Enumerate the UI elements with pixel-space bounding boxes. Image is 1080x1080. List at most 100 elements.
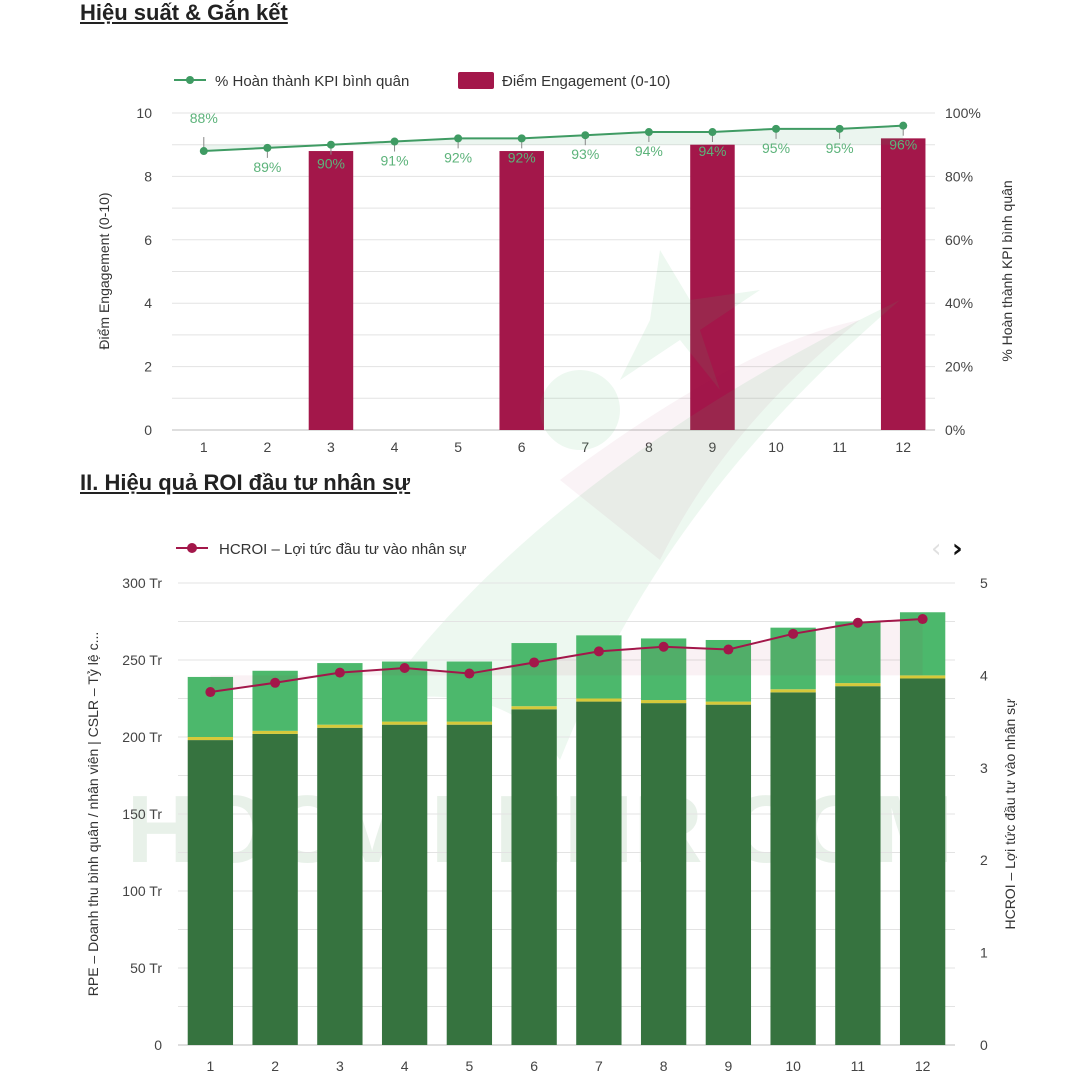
right-axis-tick-label: 20%	[945, 359, 973, 375]
left-axis-tick-label: 200 Tr	[122, 729, 162, 745]
x-axis-tick-label: 11	[851, 1058, 866, 1074]
right-axis-tick-label: 4	[980, 667, 988, 683]
kpi-data-label: 92%	[444, 149, 472, 165]
kpi-data-label: 93%	[571, 146, 599, 162]
stacked-bar-segment-2	[317, 724, 363, 728]
kpi-point	[708, 128, 717, 137]
stacked-bar-segment-2	[252, 730, 298, 734]
x-axis-tick-label: 6	[530, 1058, 538, 1074]
kpi-data-label: 95%	[762, 140, 790, 156]
right-axis-tick-label: 100%	[945, 105, 981, 121]
x-axis-tick-label: 2	[263, 439, 271, 455]
legend-label-hcroi: HCROI – Lợi tức đầu tư vào nhân sự	[219, 541, 467, 558]
x-axis-tick-label: 12	[895, 439, 911, 455]
hcroi-point	[723, 644, 734, 655]
legend-next-page-icon[interactable]: ›	[952, 534, 963, 564]
left-axis-tick-label: 250 Tr	[122, 652, 162, 668]
left-axis-tick-label: 2	[144, 359, 152, 375]
right-axis-title: HCROI – Lợi tức đầu tư vào nhân sự	[1002, 698, 1018, 929]
x-axis-tick-label: 8	[660, 1058, 668, 1074]
stacked-bar-segment-3	[187, 676, 234, 737]
kpi-point	[581, 131, 590, 140]
kpi-data-label: 89%	[253, 159, 281, 175]
stacked-bar-segment-2	[511, 706, 557, 710]
stacked-bar-segment-1	[705, 704, 752, 1045]
kpi-point	[899, 121, 908, 130]
stacked-bar-segment-1	[770, 692, 816, 1045]
right-axis-tick-label: 0%	[945, 422, 965, 438]
right-axis-title: % Hoàn thành KPI bình quân	[999, 180, 1015, 361]
kpi-data-label: 92%	[508, 149, 536, 165]
left-axis-tick-label: 150 Tr	[122, 806, 162, 822]
legend-point-icon	[186, 76, 194, 84]
engagement-bar	[880, 138, 926, 431]
hcroi-point	[205, 687, 216, 698]
stacked-bar-segment-3	[511, 643, 557, 707]
kpi-point	[644, 128, 653, 137]
right-axis-tick-label: 2	[980, 852, 988, 868]
stacked-bar-segment-2	[187, 737, 234, 741]
section-title-performance: Hiệu suất & Gắn kết	[80, 0, 288, 25]
left-axis-tick-label: 8	[144, 168, 152, 184]
x-axis-tick-label: 8	[645, 439, 653, 455]
watermark-star-icon	[620, 250, 760, 390]
x-axis-tick-label: 9	[709, 439, 717, 455]
stacked-bar-segment-2	[640, 700, 687, 704]
stacked-bar-segment-2	[705, 701, 752, 705]
kpi-point	[263, 143, 272, 152]
kpi-point	[390, 137, 399, 146]
chart2-legend: HCROI – Lợi tức đầu tư vào nhân sự ‹ ›	[176, 534, 963, 564]
right-axis-tick-label: 80%	[945, 168, 973, 184]
kpi-data-label: 95%	[826, 140, 854, 156]
stacked-bar-segment-3	[576, 635, 622, 699]
kpi-point	[326, 140, 335, 149]
hcroi-point	[464, 668, 475, 679]
stacked-bar-segment-1	[317, 727, 363, 1045]
x-axis-tick-label: 5	[465, 1058, 473, 1074]
x-axis-tick-label: 7	[581, 439, 589, 455]
hcroi-point	[334, 667, 345, 678]
x-axis-tick-label: 1	[200, 439, 208, 455]
x-axis-tick-label: 5	[454, 439, 462, 455]
stacked-bar-segment-2	[899, 675, 946, 679]
kpi-point	[199, 147, 208, 156]
stacked-bar-segment-2	[381, 721, 428, 725]
left-axis-title: RPE – Doanh thu bình quân / nhân viên | …	[85, 632, 101, 997]
legend-prev-page-icon[interactable]: ‹	[931, 534, 941, 564]
hcroi-point	[658, 641, 669, 652]
kpi-data-label: 88%	[190, 110, 218, 126]
left-axis-tick-label: 6	[144, 232, 152, 248]
stacked-bar-segment-1	[835, 686, 881, 1045]
hcroi-point	[852, 617, 863, 628]
stacked-bar-segment-1	[511, 709, 557, 1045]
stacked-bar-segment-1	[899, 678, 946, 1045]
x-axis-tick-label: 1	[206, 1058, 214, 1074]
kpi-point	[454, 134, 463, 143]
left-axis-tick-label: 100 Tr	[122, 883, 162, 899]
left-axis-tick-label: 10	[136, 105, 152, 121]
stacked-bar-segment-1	[576, 701, 622, 1045]
kpi-point	[835, 124, 844, 133]
hcroi-point	[270, 677, 281, 688]
x-axis-tick-label: 10	[768, 439, 784, 455]
legend-swatch-engagement	[458, 72, 494, 89]
kpi-data-label: 90%	[317, 156, 345, 172]
kpi-data-label: 91%	[381, 153, 409, 169]
right-axis-tick-label: 3	[980, 760, 988, 776]
hcroi-point	[529, 657, 540, 668]
x-axis-tick-label: 7	[595, 1058, 603, 1074]
kpi-point	[772, 124, 781, 133]
x-axis-tick-label: 4	[391, 439, 399, 455]
chart1-legend: % Hoàn thành KPI bình quân Điểm Engagemen…	[174, 72, 670, 90]
right-axis-tick-label: 1	[980, 945, 988, 961]
right-axis-tick-label: 5	[980, 575, 988, 591]
legend-label-engagement: Điểm Engagement (0-10)	[502, 73, 670, 90]
left-axis-tick-label: 4	[144, 295, 152, 311]
right-axis-tick-label: 60%	[945, 232, 973, 248]
watermark-swoosh2-icon	[560, 320, 860, 560]
x-axis-tick-label: 2	[271, 1058, 279, 1074]
left-axis-tick-label: 300 Tr	[122, 575, 162, 591]
hcroi-line-area	[210, 619, 923, 693]
